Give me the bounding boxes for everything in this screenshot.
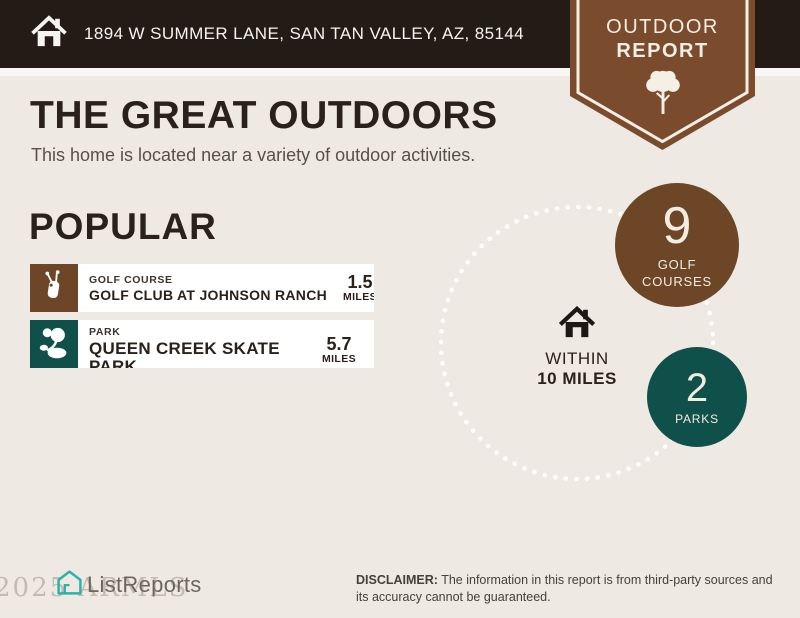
disclaimer-text: DISCLAIMER: The information in this repo… (356, 572, 784, 606)
golf-bag-icon (30, 264, 78, 312)
within-label: WITHIN (545, 349, 609, 368)
stat-label-line2: COURSES (642, 273, 712, 289)
header-divider-strip (0, 68, 800, 76)
radius-center-label: WITHIN 10 MILES (517, 305, 637, 389)
distance-value: 1.5 (347, 272, 373, 292)
popular-places-list: GOLF COURSE GOLF CLUB AT JOHNSON RANCH 1… (30, 264, 374, 368)
page-title: THE GREAT OUTDOORS (30, 94, 498, 137)
outdoor-report-badge: OUTDOOR REPORT (570, 0, 755, 152)
house-icon (30, 14, 68, 54)
parks-label: PARKS (675, 411, 719, 426)
page-subtitle: This home is located near a variety of o… (31, 145, 476, 165)
distance-value: 5.7 (326, 334, 352, 355)
listreports-logo-text: ListReports (87, 572, 202, 597)
distance-unit: MILES (342, 291, 374, 303)
golf-courses-label: GOLF COURSES (642, 257, 712, 290)
listreports-logo: ListReports (56, 569, 202, 601)
park-tree-icon (30, 320, 78, 368)
listreports-house-icon (56, 569, 83, 601)
golf-courses-count: 9 (662, 197, 692, 256)
parks-count: 2 (685, 365, 709, 410)
place-info: GOLF COURSE GOLF CLUB AT JOHNSON RANCH (78, 264, 331, 312)
badge-title: OUTDOOR REPORT (570, 16, 755, 63)
radius-dotted-circle (437, 203, 717, 488)
disclaimer-label: DISCLAIMER: (356, 573, 438, 587)
home-icon (558, 305, 596, 344)
miles-label: 10 MILES (537, 369, 617, 388)
place-category: GOLF COURSE (89, 274, 173, 287)
stat-label-line1: GOLF (657, 257, 697, 273)
parks-stat-circle: 2 PARKS (647, 347, 747, 447)
badge-title-line1: OUTDOOR (606, 16, 719, 38)
disclaimer-body: The information in this report is from t… (356, 573, 773, 604)
badge-title-line2: REPORT (616, 40, 709, 62)
place-info: PARK QUEEN CREEK SKATE PARK (78, 320, 310, 368)
distance-unit: MILES (321, 353, 357, 366)
mls-watermark: 2025 ARMLS (0, 573, 189, 603)
property-address: 1894 W SUMMER LANE, SAN TAN VALLEY, AZ, … (84, 24, 525, 43)
place-distance: 5.7 MILES (310, 335, 374, 365)
popular-section-heading: POPULAR (29, 206, 217, 247)
golf-courses-stat-circle: 9 GOLF COURSES (615, 183, 739, 307)
place-name: GOLF CLUB AT JOHNSON RANCH (89, 287, 328, 304)
place-name: QUEEN CREEK SKATE PARK (89, 339, 280, 368)
place-card-park: PARK QUEEN CREEK SKATE PARK 5.7 MILES (30, 320, 374, 368)
place-card-golf-course: GOLF COURSE GOLF CLUB AT JOHNSON RANCH 1… (30, 264, 374, 312)
tree-icon (642, 68, 684, 125)
place-category: PARK (89, 326, 121, 338)
place-distance: 1.5 MILES (331, 273, 374, 303)
